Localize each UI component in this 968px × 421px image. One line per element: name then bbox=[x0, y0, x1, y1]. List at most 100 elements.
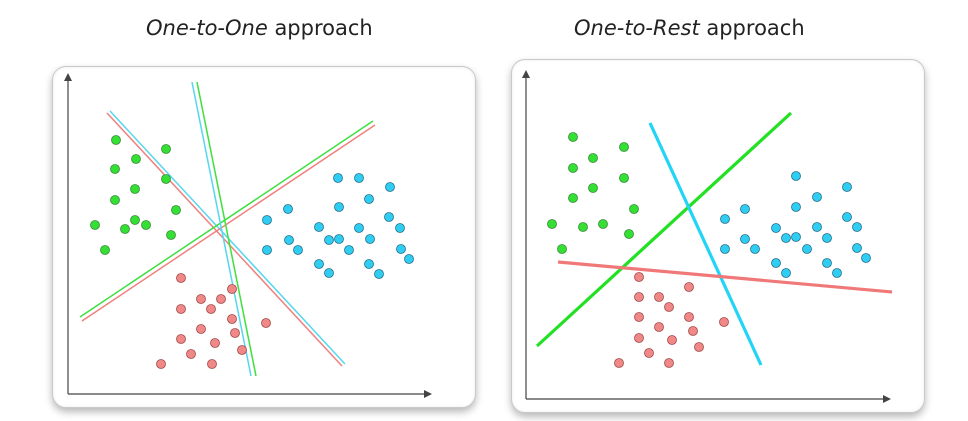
blue-point bbox=[314, 222, 324, 232]
red-point bbox=[634, 333, 644, 343]
green-cluster bbox=[90, 135, 181, 255]
blue-point bbox=[740, 204, 750, 214]
blue-point bbox=[344, 245, 354, 255]
green-point bbox=[588, 183, 598, 193]
axes bbox=[64, 73, 432, 398]
blue-point bbox=[750, 244, 760, 254]
green-point bbox=[141, 220, 151, 230]
red-point bbox=[207, 359, 217, 369]
blue-point bbox=[791, 202, 801, 212]
red-point bbox=[196, 294, 206, 304]
blue-point bbox=[284, 235, 294, 245]
blue-point bbox=[333, 173, 343, 183]
red-point bbox=[216, 294, 226, 304]
blue-cluster bbox=[262, 173, 414, 279]
separators bbox=[535, 111, 893, 366]
blue-point bbox=[324, 268, 334, 278]
green-point bbox=[547, 219, 557, 229]
blue-point bbox=[385, 182, 395, 192]
left-title-italic: One-to-One bbox=[146, 16, 268, 40]
green-point bbox=[619, 142, 629, 152]
left-panel-title: One-to-One approach bbox=[146, 16, 373, 40]
one-to-one-panel bbox=[52, 66, 476, 408]
green-point bbox=[130, 215, 140, 225]
red-point bbox=[664, 302, 674, 312]
right-title-italic: One-to-Rest bbox=[574, 16, 700, 40]
green-point bbox=[100, 245, 110, 255]
blue-point bbox=[791, 171, 801, 181]
blue-point bbox=[396, 244, 406, 254]
blue-point bbox=[365, 234, 375, 244]
red-point bbox=[227, 284, 237, 294]
green-line-2 bbox=[196, 81, 257, 377]
right-panel-title: One-to-Rest approach bbox=[574, 16, 805, 40]
red-point bbox=[664, 358, 674, 368]
red-point bbox=[176, 304, 186, 314]
green-line bbox=[535, 111, 793, 348]
blue-point bbox=[293, 245, 303, 255]
red-point bbox=[684, 282, 694, 292]
red-point bbox=[186, 349, 196, 359]
blue-point bbox=[822, 258, 832, 268]
green-point bbox=[131, 154, 141, 164]
blue-point bbox=[842, 212, 852, 222]
red-point bbox=[644, 348, 654, 358]
separators bbox=[79, 81, 376, 377]
red-point bbox=[206, 304, 216, 314]
green-point bbox=[598, 219, 608, 229]
blue-point bbox=[781, 268, 791, 278]
blue-point bbox=[781, 233, 791, 243]
blue-point bbox=[283, 204, 293, 214]
blue-point bbox=[404, 254, 414, 264]
y-axis-arrow bbox=[522, 70, 530, 78]
blue-point bbox=[364, 259, 374, 269]
blue-point bbox=[384, 212, 394, 222]
blue-point bbox=[262, 245, 272, 255]
red-point bbox=[634, 292, 644, 302]
blue-point bbox=[364, 194, 374, 204]
green-point bbox=[588, 153, 598, 163]
blue-point bbox=[334, 234, 344, 244]
red-line-1 bbox=[106, 112, 343, 367]
cyan-line-2 bbox=[191, 81, 252, 377]
blue-point bbox=[354, 173, 364, 183]
blue-point bbox=[852, 243, 862, 253]
red-point bbox=[176, 334, 186, 344]
green-point bbox=[171, 205, 181, 215]
green-point bbox=[624, 229, 634, 239]
green-point bbox=[568, 132, 578, 142]
y-axis-arrow bbox=[64, 73, 72, 81]
green-point bbox=[110, 164, 120, 174]
red-point bbox=[261, 318, 271, 328]
red-point bbox=[237, 345, 247, 355]
green-point bbox=[578, 222, 588, 232]
blue-point bbox=[771, 258, 781, 268]
red-point bbox=[230, 328, 240, 338]
red-line-2 bbox=[81, 124, 376, 322]
green-point bbox=[130, 184, 140, 194]
red-point bbox=[694, 342, 704, 352]
blue-point bbox=[812, 192, 822, 202]
red-point bbox=[196, 324, 206, 334]
red-point bbox=[176, 273, 186, 283]
blue-point bbox=[395, 223, 405, 233]
blue-point bbox=[791, 232, 801, 242]
blue-point bbox=[740, 234, 750, 244]
red-cluster bbox=[156, 273, 271, 369]
green-point bbox=[629, 204, 639, 214]
one-to-one-diagram bbox=[64, 73, 432, 398]
blue-point bbox=[720, 244, 730, 254]
red-point bbox=[156, 359, 166, 369]
blue-point bbox=[822, 233, 832, 243]
red-point bbox=[688, 326, 698, 336]
red-point bbox=[210, 338, 220, 348]
blue-point bbox=[334, 202, 344, 212]
blue-point bbox=[832, 268, 842, 278]
red-point bbox=[634, 272, 644, 282]
green-point bbox=[557, 244, 567, 254]
blue-point bbox=[852, 222, 862, 232]
blue-point bbox=[720, 214, 730, 224]
left-title-rest: approach bbox=[267, 16, 373, 40]
blue-point bbox=[802, 244, 812, 254]
green-point bbox=[90, 220, 100, 230]
